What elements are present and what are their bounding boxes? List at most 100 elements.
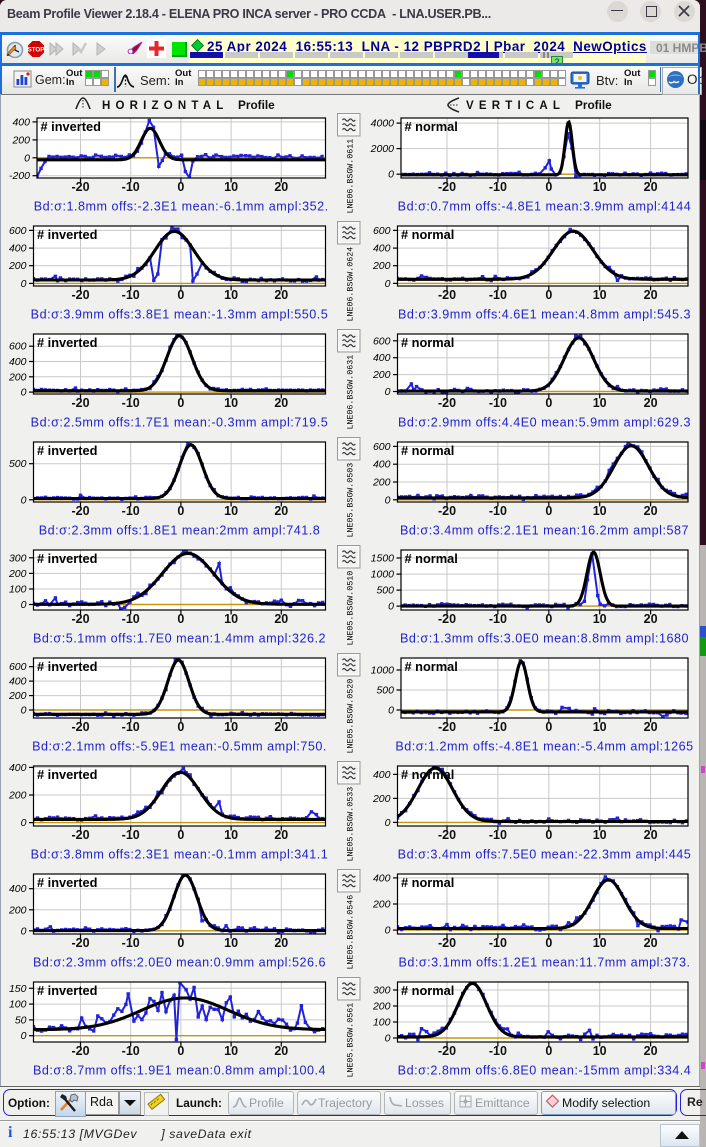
svg-text:-10: -10 [122, 288, 140, 302]
svg-text:-20: -20 [71, 720, 89, 734]
svg-text:0: 0 [545, 828, 552, 842]
svg-text:400: 400 [373, 352, 391, 364]
svg-text:-10: -10 [122, 1044, 140, 1058]
svg-text:200: 200 [8, 790, 27, 802]
svg-text:# normal: # normal [401, 875, 454, 890]
svg-text:20: 20 [274, 828, 288, 842]
svg-text:100: 100 [373, 1017, 391, 1029]
svg-text:-10: -10 [489, 180, 507, 194]
svg-text:20: 20 [644, 828, 658, 842]
svg-text:1000: 1000 [371, 569, 395, 581]
svg-text:100: 100 [9, 999, 27, 1011]
svg-text:# inverted: # inverted [37, 659, 97, 674]
svg-text:0: 0 [388, 705, 394, 717]
svg-text:0: 0 [545, 288, 552, 302]
svg-text:0: 0 [545, 720, 552, 734]
svg-text:300: 300 [373, 985, 391, 997]
svg-text:600: 600 [9, 661, 27, 673]
svg-text:10: 10 [224, 936, 238, 950]
svg-text:300: 300 [9, 552, 27, 564]
svg-text:Bd:σ:2.3mm offs:2.0E0 mean:0.9: Bd:σ:2.3mm offs:2.0E0 mean:0.9mm ampl:52… [33, 956, 326, 970]
svg-text:50: 50 [15, 1014, 27, 1026]
svg-text:10: 10 [224, 828, 238, 842]
svg-text:400: 400 [9, 356, 27, 368]
svg-text:-10: -10 [122, 612, 140, 626]
svg-text:VERTICAL: VERTICAL [466, 100, 565, 112]
svg-text:Profile: Profile [238, 98, 275, 112]
svg-text:0: 0 [21, 387, 27, 399]
svg-text:-20: -20 [438, 396, 456, 410]
svg-text:400: 400 [373, 459, 391, 471]
svg-text:0: 0 [385, 817, 391, 829]
svg-text:4000: 4000 [371, 118, 395, 130]
svg-text:-20: -20 [71, 828, 89, 842]
svg-text:0: 0 [21, 494, 27, 506]
svg-text:0: 0 [545, 180, 552, 194]
svg-text:-10: -10 [489, 504, 507, 518]
svg-text:-20: -20 [71, 180, 89, 194]
svg-text:Bd:σ:3.4mm offs:2.1E1 mean:16.: Bd:σ:3.4mm offs:2.1E1 mean:16.2mm ampl:5… [400, 524, 689, 538]
svg-text:LNE06.BSGW.0624: LNE06.BSGW.0624 [347, 247, 356, 322]
svg-text:Bd:σ:3.4mm offs:7.5E0 mean:-22: Bd:σ:3.4mm offs:7.5E0 mean:-22.3mm ampl:… [398, 848, 692, 862]
svg-text:0: 0 [177, 612, 184, 626]
svg-text:Bd:σ:2.9mm offs:4.4E0 mean:5.9: Bd:σ:2.9mm offs:4.4E0 mean:5.9mm ampl:62… [398, 416, 691, 430]
svg-text:10: 10 [224, 396, 238, 410]
svg-text:LNE05.BSGW.0546: LNE05.BSGW.0546 [347, 895, 356, 970]
svg-text:-10: -10 [122, 396, 140, 410]
svg-text:600: 600 [373, 225, 391, 237]
svg-text:0: 0 [545, 1044, 552, 1058]
svg-text:0: 0 [177, 180, 184, 194]
svg-text:1000: 1000 [371, 665, 395, 677]
svg-text:1500: 1500 [371, 553, 395, 565]
svg-text:10: 10 [224, 1044, 238, 1058]
svg-text:400: 400 [9, 762, 27, 774]
svg-text:0: 0 [21, 705, 27, 717]
svg-text:LNE05.BSGW.0520: LNE05.BSGW.0520 [347, 679, 356, 754]
svg-text:HORIZONTAL: HORIZONTAL [102, 100, 229, 112]
svg-text:0: 0 [21, 925, 27, 937]
svg-text:400: 400 [373, 243, 391, 255]
svg-text:0: 0 [388, 169, 394, 181]
svg-text:# normal: # normal [401, 227, 454, 242]
svg-text:0: 0 [21, 1030, 27, 1042]
svg-text:LNE06.BSGW.0611: LNE06.BSGW.0611 [347, 139, 356, 214]
svg-text:-10: -10 [489, 288, 507, 302]
svg-text:# inverted: # inverted [37, 983, 97, 998]
svg-text:-10: -10 [122, 720, 140, 734]
svg-text:0: 0 [21, 599, 27, 611]
svg-text:-10: -10 [489, 720, 507, 734]
svg-text:0: 0 [385, 494, 391, 506]
svg-text:-20: -20 [71, 288, 89, 302]
svg-text:# normal: # normal [401, 767, 454, 782]
svg-text:400: 400 [9, 676, 27, 688]
svg-text:200: 200 [372, 899, 391, 911]
svg-text:10: 10 [593, 396, 607, 410]
svg-text:Bd:σ:8.7mm offs:1.9E1 mean:0.8: Bd:σ:8.7mm offs:1.9E1 mean:0.8mm ampl:10… [33, 1064, 326, 1078]
svg-text:0: 0 [177, 288, 184, 302]
svg-text:20: 20 [644, 396, 658, 410]
svg-text:0: 0 [21, 817, 27, 829]
svg-text:10: 10 [593, 828, 607, 842]
svg-text:0: 0 [385, 386, 391, 398]
svg-text:Bd:σ:1.2mm offs:-4.8E1 mean:-5: Bd:σ:1.2mm offs:-4.8E1 mean:-5.4mm ampl:… [395, 740, 693, 754]
svg-text:-20: -20 [438, 720, 456, 734]
svg-text:10: 10 [593, 504, 607, 518]
svg-text:500: 500 [376, 685, 394, 697]
svg-text:0: 0 [385, 278, 391, 290]
svg-text:-20: -20 [71, 504, 89, 518]
svg-text:20: 20 [274, 720, 288, 734]
svg-text:# normal: # normal [405, 551, 458, 566]
svg-text:-20: -20 [71, 936, 89, 950]
svg-text:0: 0 [177, 504, 184, 518]
svg-text:# inverted: # inverted [37, 335, 97, 350]
svg-text:-20: -20 [438, 1044, 456, 1058]
svg-text:# normal: # normal [401, 335, 454, 350]
svg-text:-10: -10 [489, 936, 507, 950]
svg-text:# inverted: # inverted [37, 227, 97, 242]
svg-text:-20: -20 [71, 396, 89, 410]
svg-text:-200: -200 [9, 170, 30, 182]
svg-text:0: 0 [545, 396, 552, 410]
svg-text:# inverted: # inverted [37, 875, 97, 890]
svg-text:# normal: # normal [405, 659, 458, 674]
svg-text:400: 400 [373, 872, 391, 884]
